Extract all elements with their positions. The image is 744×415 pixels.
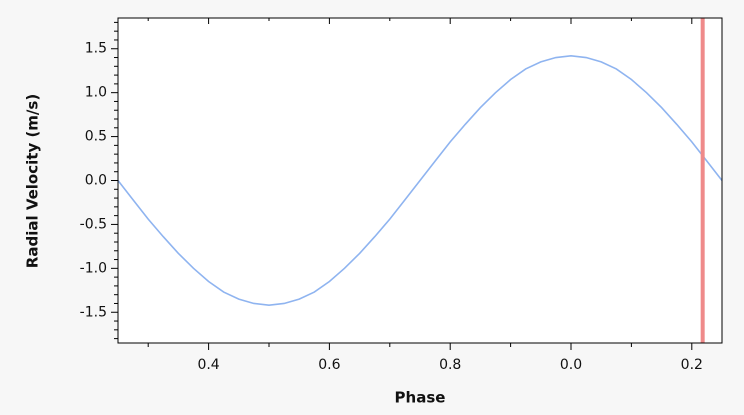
y-tick-label: 1.5 (85, 41, 107, 57)
x-axis-title: Phase (395, 389, 446, 407)
x-tick-label: 0.4 (197, 357, 219, 373)
y-tick-label: 1.0 (85, 85, 107, 101)
y-tick-label: -1.5 (80, 304, 107, 320)
line (117, 54, 723, 307)
y-tick-label: -1.0 (80, 260, 107, 276)
plot-border (117, 17, 723, 344)
y-axis-title: Radial Velocity (m/s) (24, 94, 42, 268)
y-tick-label: -0.5 (80, 216, 107, 232)
x-tick-label: 0.6 (318, 357, 340, 373)
x-tick-label: 0.2 (681, 357, 703, 373)
x-tick-label: 0.8 (439, 357, 461, 373)
y-tick-label: 0.5 (85, 129, 107, 145)
y-tick-label: 0.0 (85, 173, 107, 189)
x-tick-label: 0.0 (560, 357, 582, 373)
